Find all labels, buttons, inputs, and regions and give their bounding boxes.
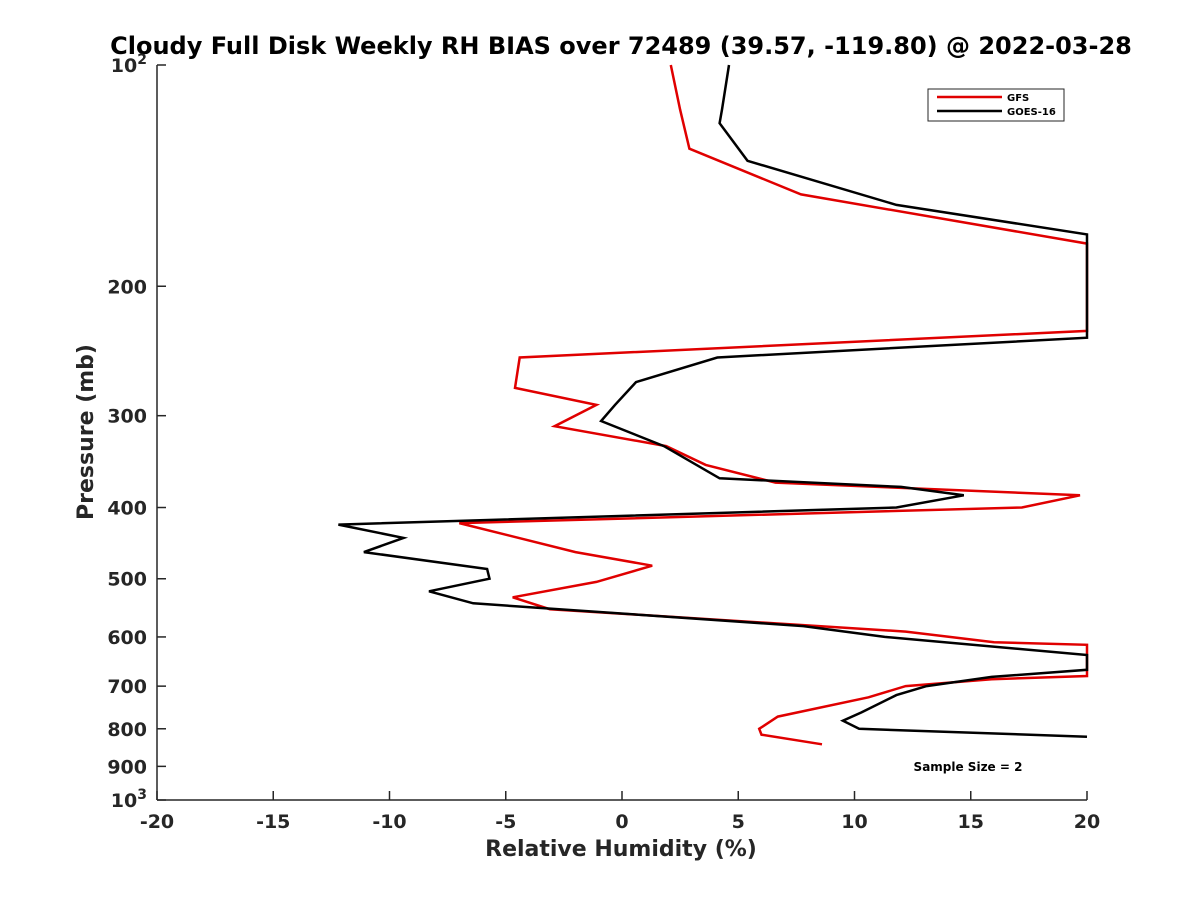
x-tick-label: -15 [256,811,290,833]
legend-label-goes-16: GOES-16 [1007,107,1056,118]
x-axis-ticks: -20 -15 -10 -5 0 5 10 15 20 [140,791,1100,833]
x-tick-label: 20 [1074,811,1100,833]
series-line-gfs [458,64,1089,746]
x-tick-label: -5 [495,811,516,833]
y-tick-label: 600 [107,627,147,649]
y-tick-label: 500 [107,569,147,591]
y-tick-label: 900 [107,756,147,778]
y-tick-label: 103 [111,787,147,812]
x-tick-label: 5 [732,811,745,833]
x-axis-label: Relative Humidity (%) [485,837,757,862]
y-tick-label: 800 [107,719,147,741]
y-axis-ticks: 102 200 300 400 500 600 700 800 900 103 [107,52,166,812]
x-tick-label: 0 [615,811,628,833]
legend: GFS GOES-16 [927,88,1065,122]
x-tick-label: -20 [140,811,174,833]
chart-title: Cloudy Full Disk Weekly RH BIAS over 724… [110,32,1132,60]
x-tick-label: -10 [372,811,406,833]
y-tick-label: 400 [107,498,147,520]
y-tick-label: 200 [107,276,147,298]
series-line-goes-16 [338,64,1089,738]
y-tick-label: 102 [111,52,147,77]
legend-box [927,88,1065,122]
plot-area [156,65,1087,801]
legend-label-gfs: GFS [1007,93,1029,104]
x-tick-label: 15 [958,811,984,833]
y-tick-label: 700 [107,676,147,698]
x-tick-label: 10 [841,811,867,833]
series-layer [338,64,1089,746]
y-axis-label: Pressure (mb) [74,344,99,520]
sample-size-annotation: Sample Size = 2 [914,760,1023,774]
y-tick-label: 300 [107,406,147,428]
